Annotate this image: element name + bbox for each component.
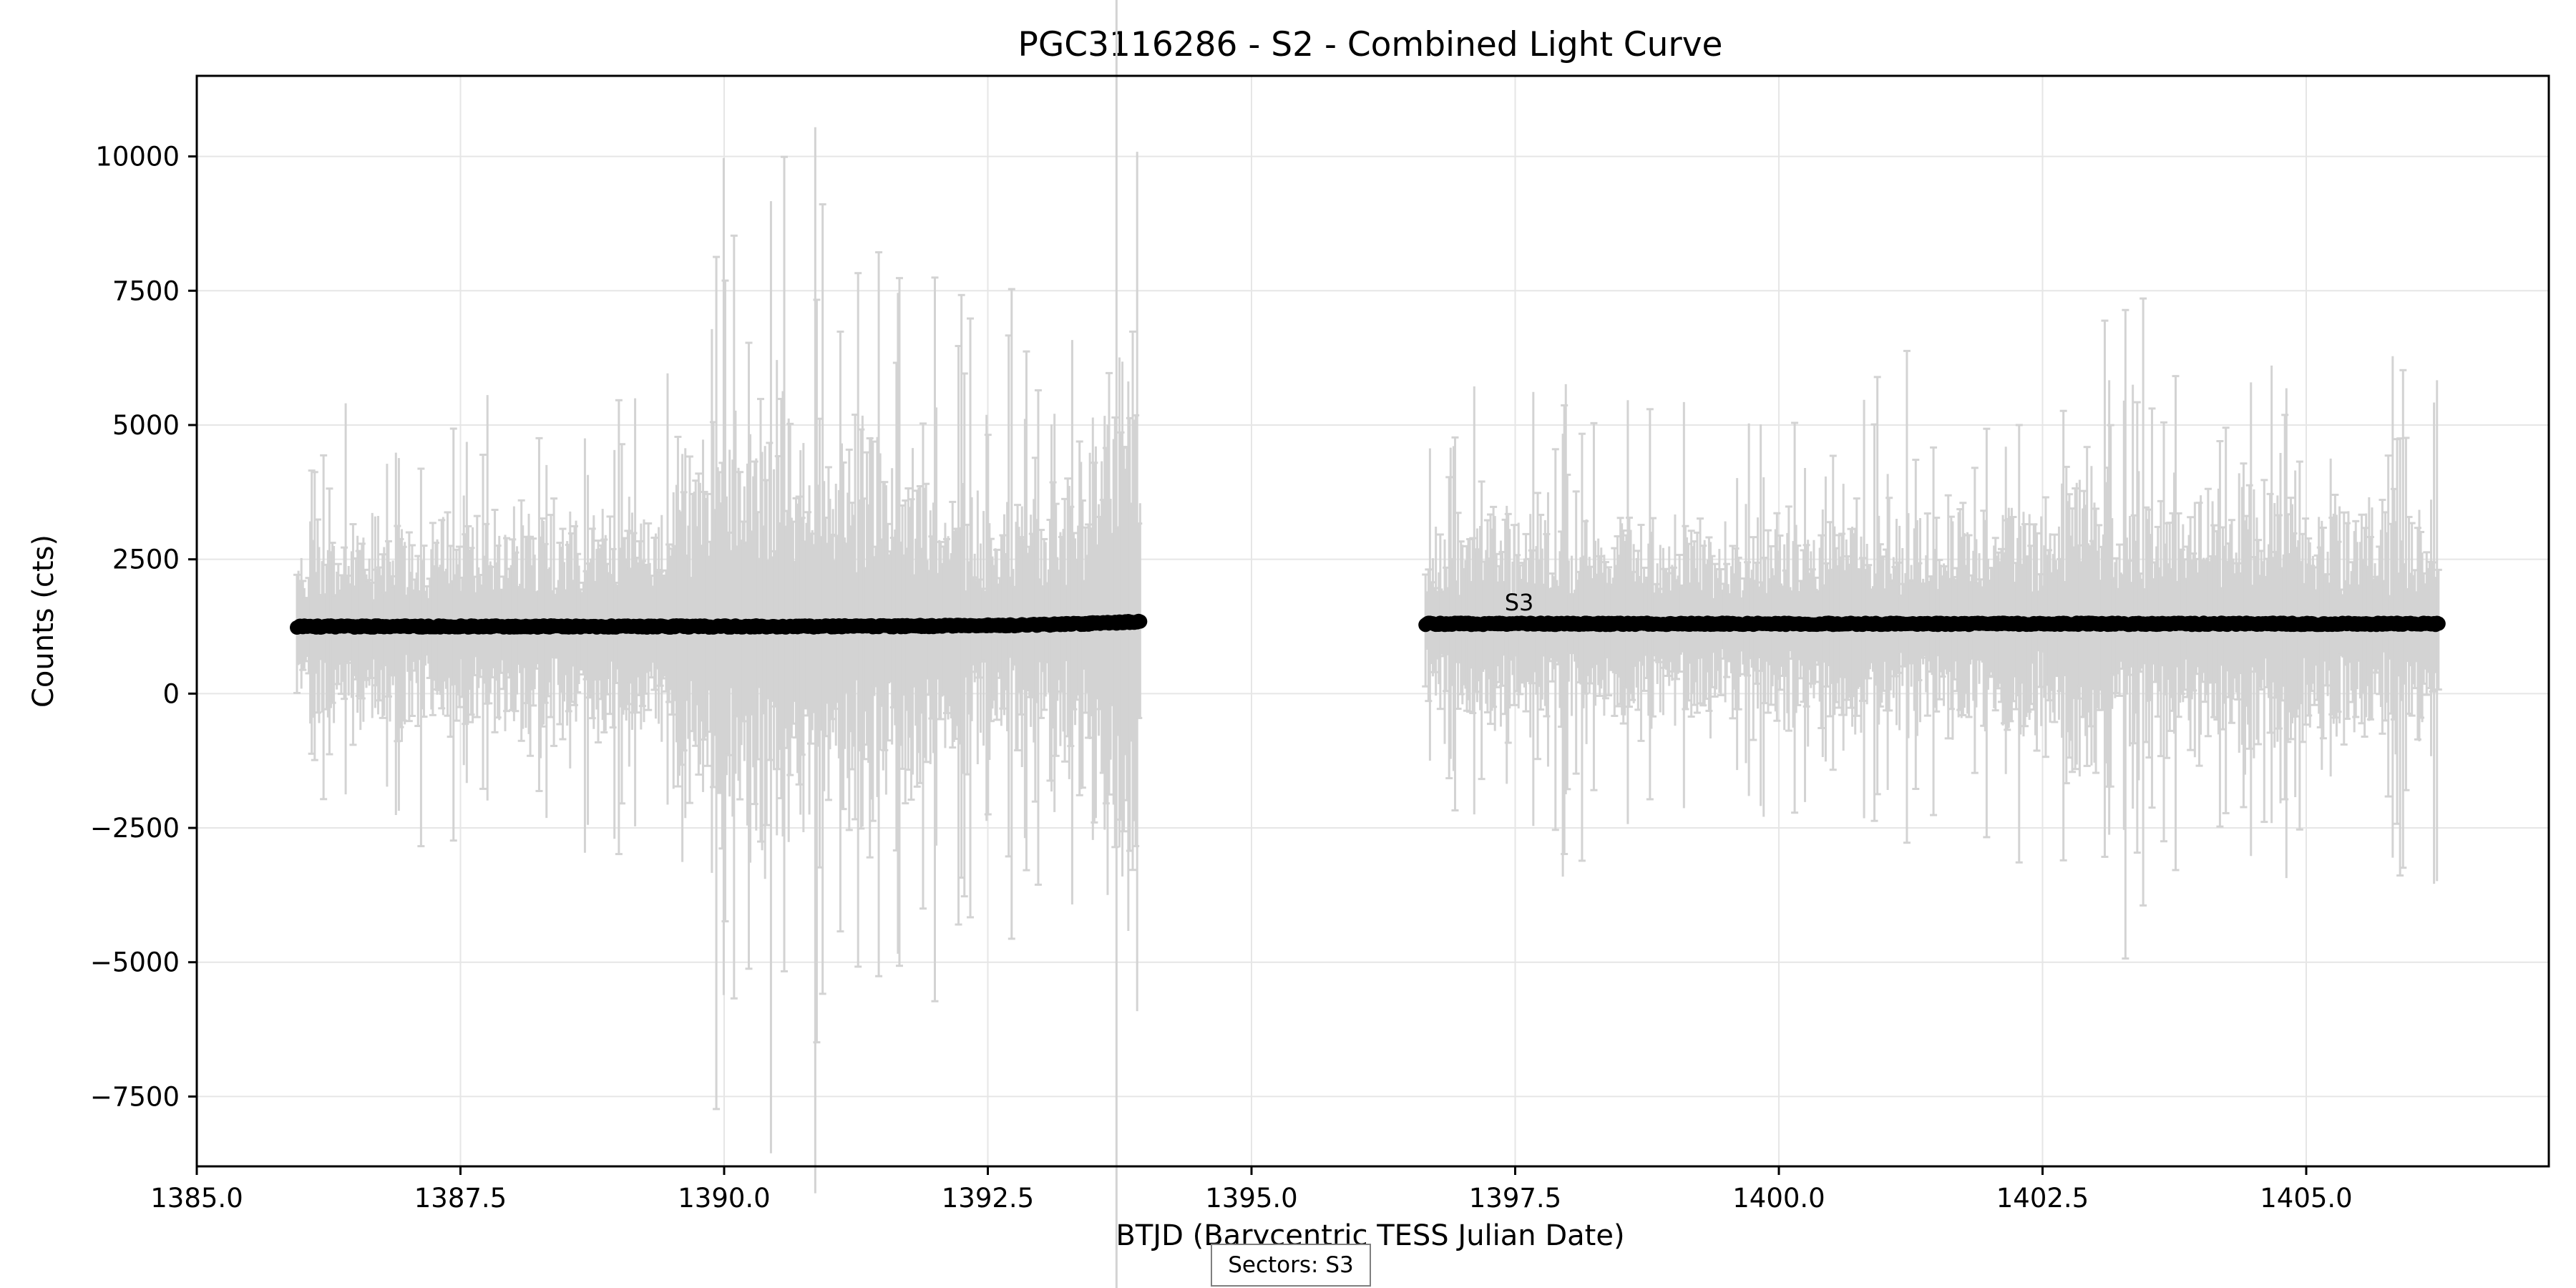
data-point xyxy=(2431,616,2446,631)
x-axis: 1385.0 1387.5 1390.0 1392.5 1395.0 1397.5 1400… xyxy=(150,1166,2353,1214)
y-tick-label: 0 xyxy=(162,678,180,709)
y-tick-label: −7500 xyxy=(90,1081,180,1112)
y-tick-label: −5000 xyxy=(90,947,180,978)
x-tick-label: 1397.5 xyxy=(1469,1183,1561,1214)
plot-area-frame xyxy=(195,74,2550,1168)
y-tick-label: 7500 xyxy=(112,275,180,306)
x-tick-label: 1405.0 xyxy=(2260,1183,2352,1214)
x-tick-label: 1402.5 xyxy=(1996,1183,2089,1214)
y-tick-label: 5000 xyxy=(112,410,180,441)
x-tick-label: 1392.5 xyxy=(942,1183,1034,1214)
y-axis: −7500 −5000 −2500 0 2500 5000 7500 10000 xyxy=(90,142,197,1112)
sectors-label: Sectors: S3 xyxy=(1228,1252,1354,1278)
x-tick-label: 1387.5 xyxy=(414,1183,507,1214)
x-tick-label: 1400.0 xyxy=(1732,1183,1825,1214)
y-tick-label: 10000 xyxy=(95,142,180,172)
y-tick-label: 2500 xyxy=(112,545,180,575)
x-tick-label: 1385.0 xyxy=(150,1183,243,1214)
y-axis-label: Counts (cts) xyxy=(27,535,60,708)
data-point xyxy=(1133,614,1148,629)
y-tick-label: −2500 xyxy=(90,813,180,844)
sectors-legend-box: Sectors: S3 xyxy=(1211,1244,1371,1287)
sector-annotation: S3 xyxy=(1505,589,1534,616)
x-tick-label: 1395.0 xyxy=(1205,1183,1297,1214)
x-tick-label: 1390.0 xyxy=(678,1183,770,1214)
chart-title: PGC3116286 - S2 - Combined Light Curve xyxy=(1018,25,1723,64)
data-points xyxy=(290,613,2446,635)
error-bars xyxy=(293,0,2442,1288)
